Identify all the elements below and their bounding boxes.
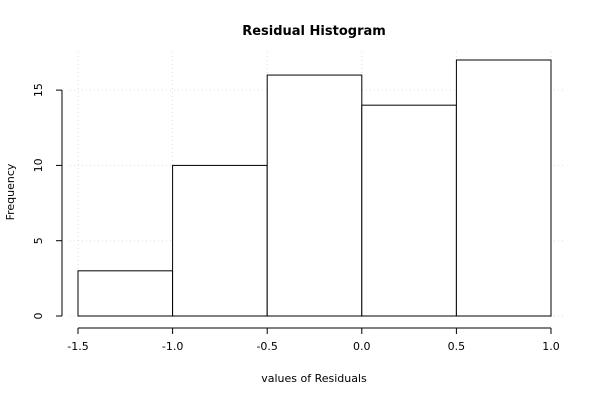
chart-title: Residual Histogram <box>242 24 386 39</box>
x-tick-label: 0.5 <box>448 340 466 353</box>
histogram-bar <box>361 104 457 317</box>
x-axis-label: values of Residuals <box>261 372 367 385</box>
y-tick-label: 5 <box>32 237 45 244</box>
x-tick-label: 0.0 <box>353 340 371 353</box>
x-tick-label: 1.0 <box>542 340 560 353</box>
histogram-bar <box>266 74 363 317</box>
histogram-bar <box>455 59 552 317</box>
histogram-bar <box>172 164 268 317</box>
x-tick-label: -0.5 <box>256 340 277 353</box>
y-tick-label: 10 <box>32 158 45 172</box>
histogram-bar <box>77 270 174 317</box>
y-axis-label: Frequency <box>4 163 17 220</box>
y-tick-label: 0 <box>32 313 45 320</box>
axes: -1.5 -1.0 -0.5 0.0 0.5 1.0 0 5 10 15 <box>32 83 560 353</box>
x-tick-label: -1.5 <box>67 340 88 353</box>
y-tick-label: 15 <box>32 83 45 97</box>
x-tick-label: -1.0 <box>162 340 183 353</box>
histogram-bars <box>77 59 552 317</box>
